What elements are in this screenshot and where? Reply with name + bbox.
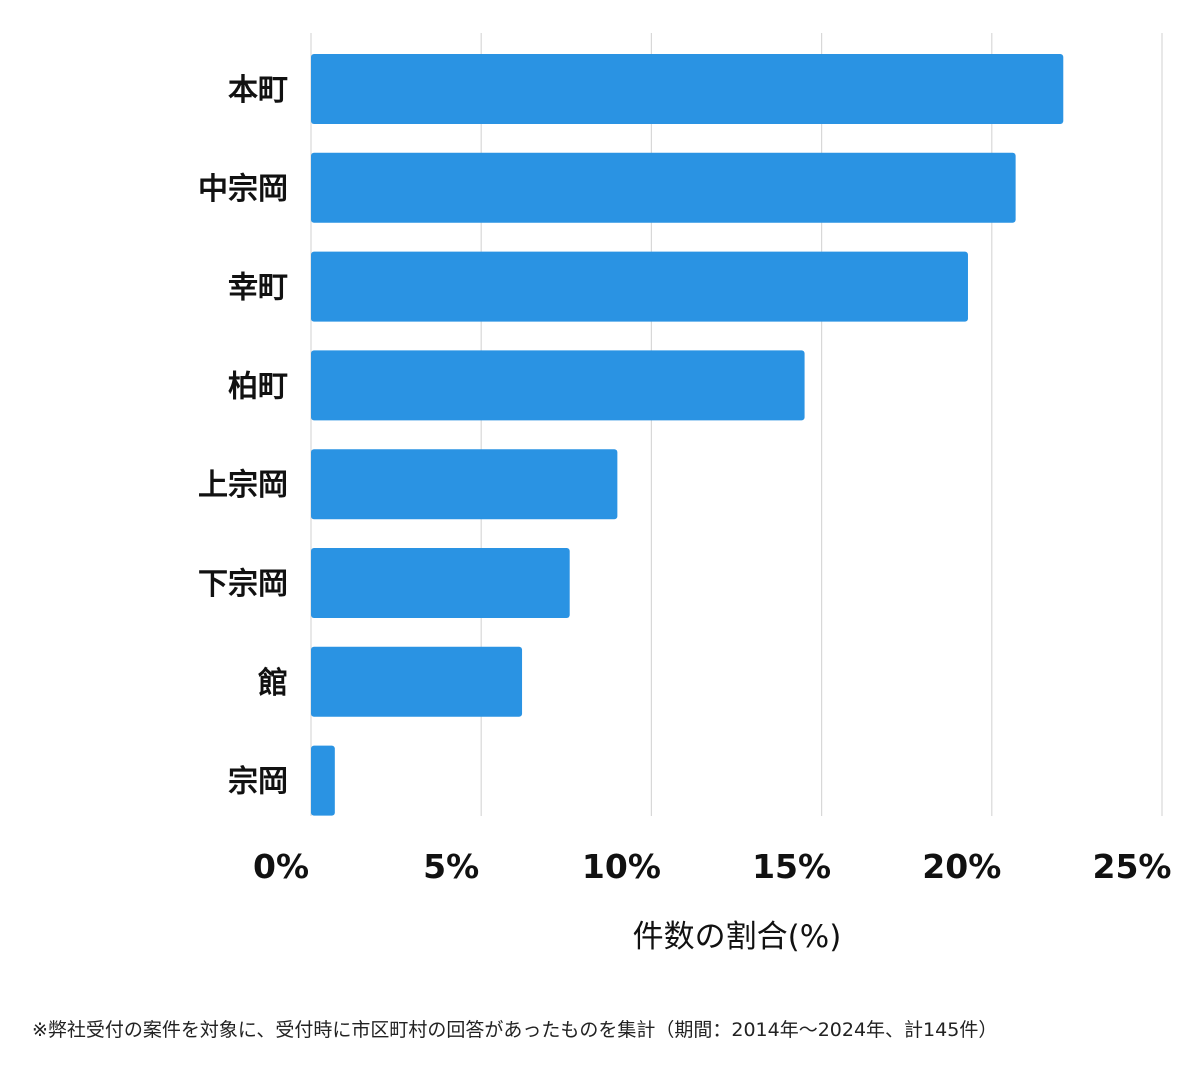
x-axis-title: 件数の割合(%)	[633, 919, 842, 955]
bar	[311, 449, 618, 520]
footnote: ※弊社受付の案件を対象に、受付時に市区町村の回答があったものを集計（期間：201…	[32, 1019, 998, 1041]
bar	[311, 745, 335, 816]
category-label: 本町	[228, 73, 288, 108]
category-label: 館	[258, 666, 288, 701]
x-tick-labels: 0% 5% 10% 15% 20% 25%	[253, 847, 1172, 886]
bars	[311, 54, 1064, 816]
x-tick-label: 10%	[582, 847, 661, 886]
bar	[311, 548, 570, 618]
bar	[311, 646, 523, 717]
bar	[311, 350, 805, 421]
x-tick-label: 20%	[922, 847, 1001, 886]
category-label: 上宗岡	[198, 468, 288, 503]
x-tick-label: 0%	[253, 847, 309, 886]
bar	[311, 152, 1016, 223]
x-tick-label: 15%	[752, 847, 831, 886]
x-tick-label: 5%	[423, 847, 479, 886]
category-label: 中宗岡	[198, 172, 288, 207]
category-label: 宗岡	[228, 765, 288, 800]
category-label: 下宗岡	[198, 567, 288, 602]
bar	[311, 54, 1064, 124]
bar	[311, 251, 968, 322]
category-label: 幸町	[228, 271, 288, 306]
category-label: 柏町	[228, 369, 288, 404]
x-tick-label: 25%	[1093, 847, 1172, 886]
